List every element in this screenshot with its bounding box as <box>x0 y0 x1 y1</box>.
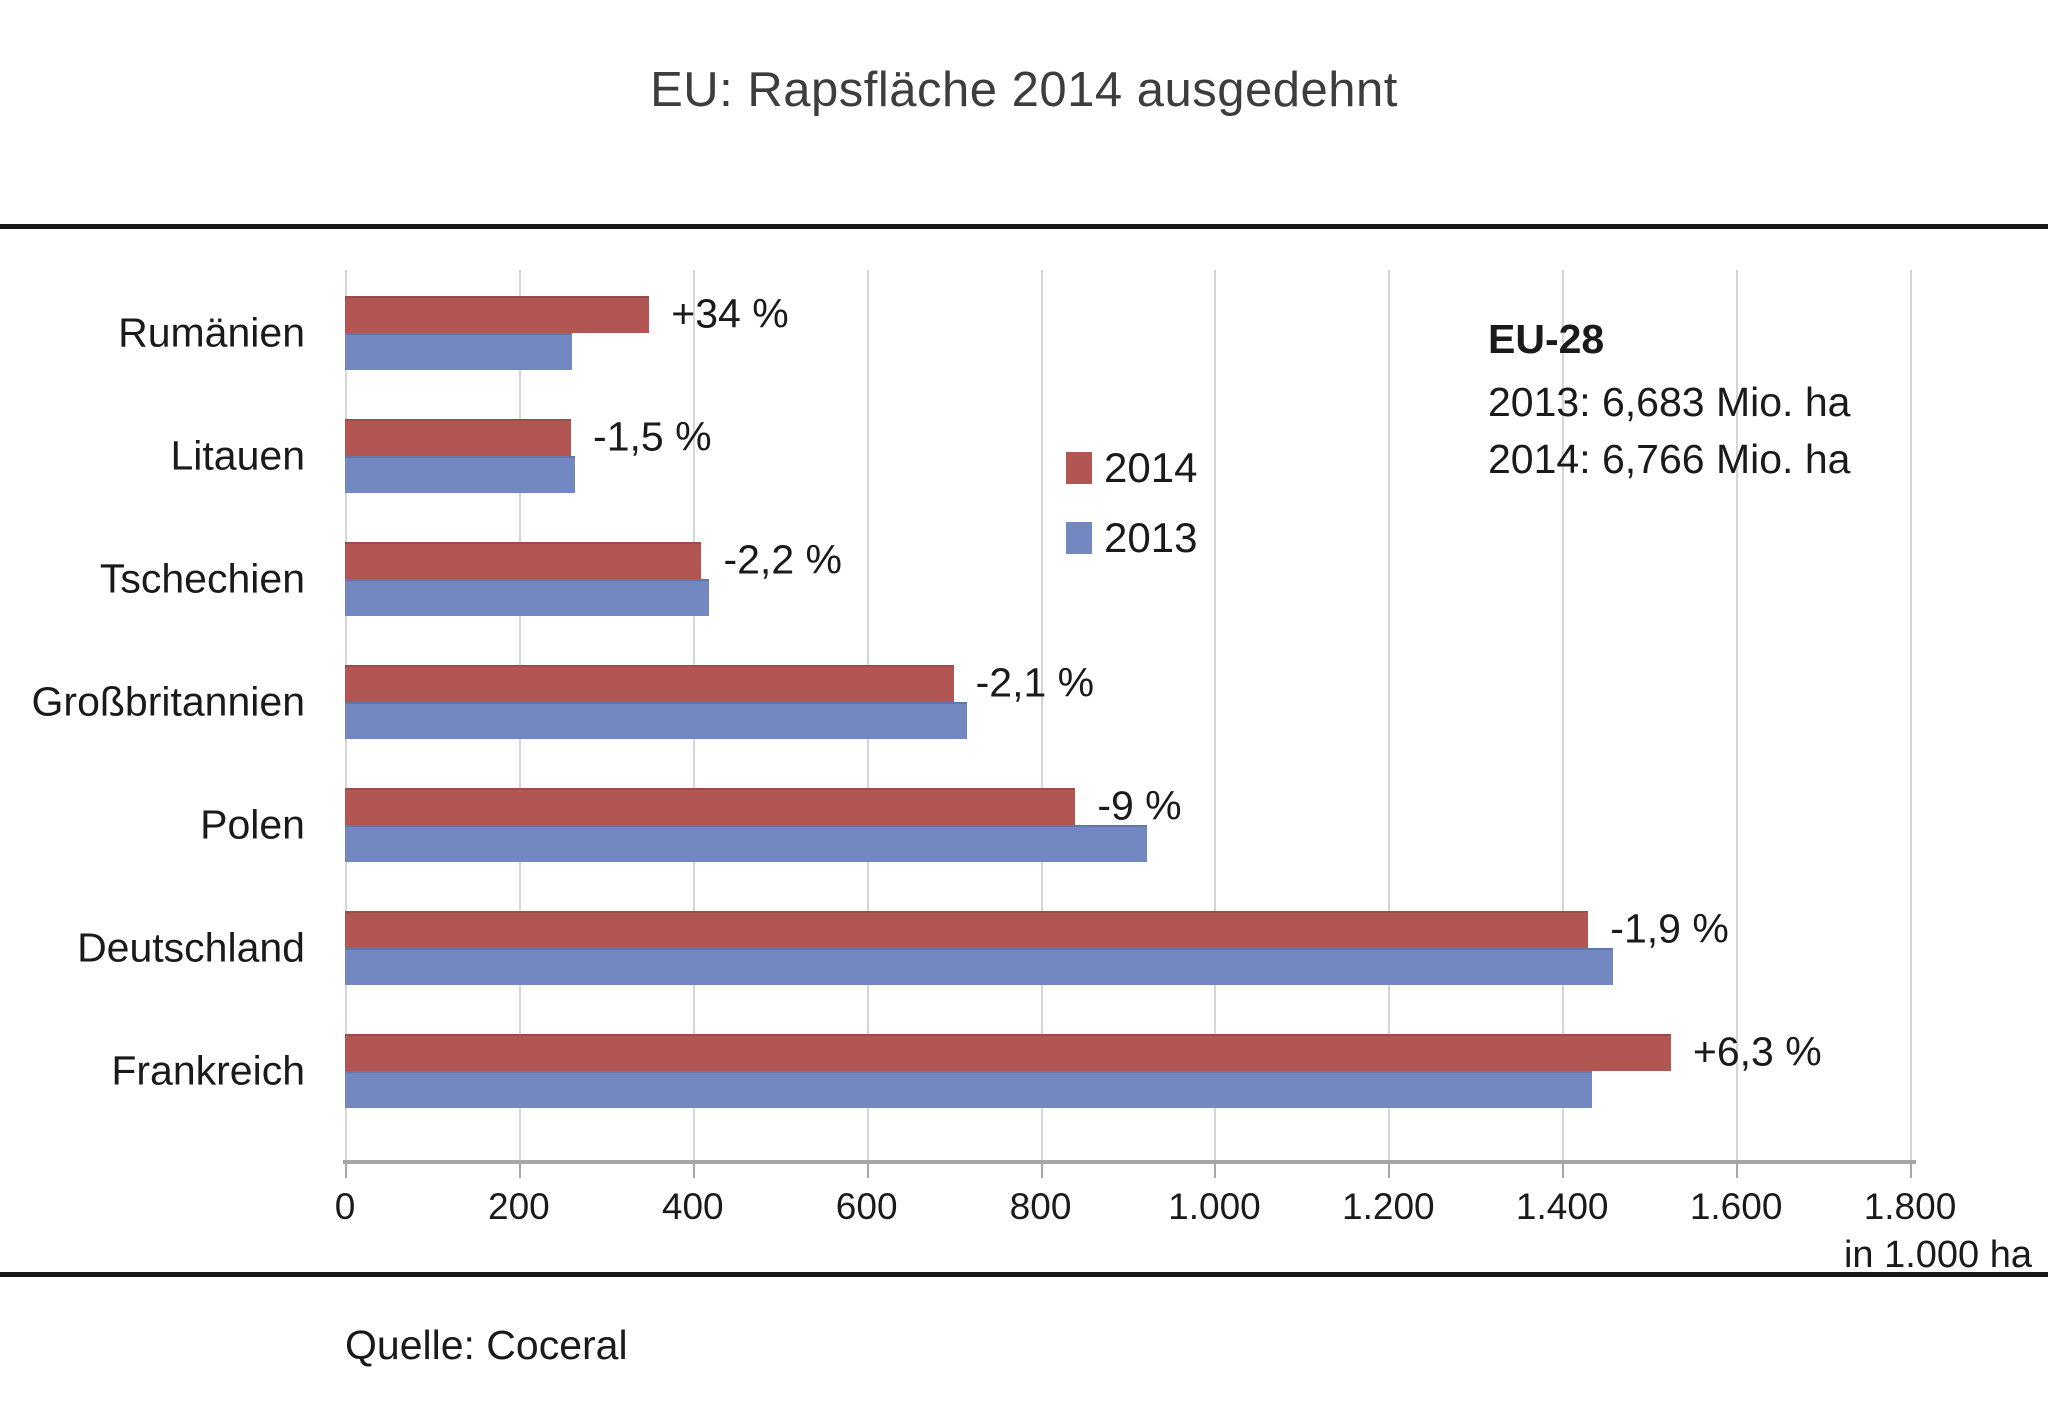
bar-row-Litauen: Litauen -1,5 % <box>170 414 1910 493</box>
bar-row-Tschechien: Tschechien -2,2 % <box>100 537 1910 616</box>
axis-tick-mark <box>1388 1164 1391 1178</box>
bar-row-Polen: Polen -9 % <box>200 783 1910 862</box>
category-label: Tschechien <box>99 555 305 602</box>
x-axis-unit-label: in 1.000 ha <box>1843 1234 2032 1276</box>
x-axis-tick-label: 400 <box>661 1186 724 1227</box>
x-axis-tick-label: 1.600 <box>1689 1186 1783 1227</box>
gridline <box>1388 270 1391 1160</box>
category-label: Frankreich <box>111 1047 305 1094</box>
eu28-annotation-title: EU-28 <box>1488 316 1605 362</box>
x-axis-tick-label: 1.200 <box>1342 1186 1435 1227</box>
bar-2014 <box>345 419 572 456</box>
axis-tick-mark <box>345 1164 347 1178</box>
change-percent-label: -2,1 % <box>975 659 1095 706</box>
axis-tick-mark <box>1910 1164 1912 1178</box>
category-label: Polen <box>200 801 305 848</box>
bar-2014 <box>345 296 650 333</box>
bar-chart-plot-area: Rumänien +34 % Litauen -1,5 % Tschechien -2,2… <box>32 270 1916 1178</box>
axis-tick-mark <box>1040 1164 1043 1178</box>
bar-2013 <box>345 702 967 739</box>
gridline <box>1040 270 1043 1160</box>
legend-item-2014: 2014 <box>1066 444 1198 491</box>
bar-2013 <box>345 579 710 616</box>
bar-2014 <box>345 788 1076 825</box>
bar-row-Großbritannien: Großbritannien -2,1 % <box>32 660 1910 739</box>
legend-swatch-2013 <box>1066 522 1092 554</box>
bar-2014 <box>345 665 954 702</box>
change-percent-label: +6,3 % <box>1692 1028 1822 1075</box>
legend-swatch-2014 <box>1066 452 1092 484</box>
x-axis-tick-label: 800 <box>1009 1186 1072 1227</box>
x-axis-tick-label: 1.800 <box>1863 1186 1957 1227</box>
change-percent-label: +34 % <box>671 290 789 337</box>
x-axis-tick-label: 0 <box>334 1186 356 1227</box>
top-divider <box>0 224 2048 229</box>
category-label: Deutschland <box>77 924 305 971</box>
axis-tick-mark <box>1562 1164 1565 1178</box>
x-axis-tick-label: 1.400 <box>1515 1186 1609 1227</box>
legend-label: 2014 <box>1104 444 1198 491</box>
eu28-annotation-2014: 2014: 6,766 Mio. ha <box>1488 436 1851 482</box>
x-axis-tick-label: 600 <box>835 1186 898 1227</box>
gridline <box>1562 270 1565 1160</box>
gridline <box>1214 270 1217 1160</box>
axis-tick-mark <box>692 1164 695 1178</box>
x-axis-tick-label: 1.000 <box>1168 1186 1261 1227</box>
bottom-divider <box>0 1272 2048 1277</box>
bar-row-Deutschland: Deutschland -1,9 % <box>77 906 1910 985</box>
bar-2013 <box>345 825 1148 862</box>
change-percent-label: -1,5 % <box>593 413 712 460</box>
eu28-annotation-2013: 2013: 6,683 Mio. ha <box>1488 379 1851 425</box>
axis-tick-mark <box>866 1164 869 1178</box>
source-label: Quelle: Coceral <box>345 1322 628 1368</box>
change-percent-label: -2,2 % <box>723 536 842 583</box>
bar-row-Rumänien: Rumänien +34 % <box>118 291 1910 370</box>
bar-2013 <box>345 456 575 493</box>
x-axis-tick-label: 200 <box>488 1186 550 1227</box>
bar-2014 <box>345 542 702 579</box>
category-label: Großbritannien <box>31 678 305 725</box>
gridline <box>1910 270 1912 1160</box>
page-title: EU: Rapsfläche 2014 ausgedehnt <box>650 63 1398 117</box>
category-label: Litauen <box>170 432 305 479</box>
axis-tick-mark <box>1736 1164 1739 1178</box>
x-axis-tick-labels: 0 200 400 600 800 1.000 1.200 1.400 1.600 1.800 <box>335 1186 1957 1230</box>
bar-2013 <box>345 948 1613 985</box>
axis-tick-mark <box>518 1164 521 1178</box>
bar-2013 <box>345 1071 1592 1108</box>
legend-item-2013: 2013 <box>1066 514 1198 561</box>
axis-tick-mark <box>1214 1164 1217 1178</box>
bar-2014 <box>345 1034 1671 1071</box>
chart-legend: 2014 2013 <box>1066 444 1198 586</box>
change-percent-label: -1,9 % <box>1610 905 1729 952</box>
bar-2013 <box>345 333 572 370</box>
category-label: Rumänien <box>118 309 305 356</box>
legend-label: 2013 <box>1104 514 1198 561</box>
gridline <box>1736 270 1739 1160</box>
bar-row-Frankreich: Frankreich +6,3 % <box>111 1029 1910 1108</box>
change-percent-label: -9 % <box>1097 782 1182 829</box>
bar-2014 <box>345 911 1589 948</box>
x-axis-line <box>343 1160 1916 1164</box>
eu28-annotation: EU-28 2013: 6,683 Mio. ha 2014: 6,766 Mi… <box>1488 316 1850 493</box>
